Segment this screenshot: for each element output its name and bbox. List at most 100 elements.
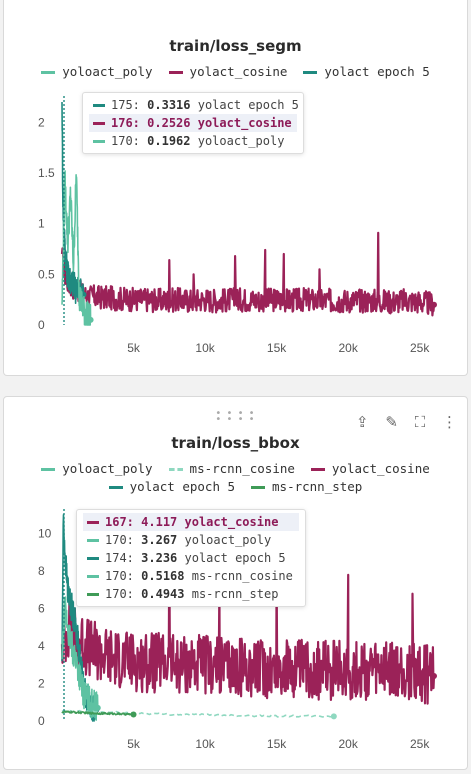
line-chart-loss-bbox[interactable]: 0 2 4 6 8 10 5k 10k 15k 20k 25k <box>4 497 469 767</box>
legend-swatch <box>41 468 56 471</box>
drag-handle-icon[interactable]: • • • • • • • • <box>215 408 256 425</box>
legend-label: yolact_cosine <box>189 64 288 79</box>
legend-item[interactable]: yolact_cosine <box>168 64 288 79</box>
y-tick-label: 6 <box>38 602 45 616</box>
x-tick-label: 15k <box>267 341 287 355</box>
y-tick-label: 0 <box>38 714 45 728</box>
chart-title: train/loss_segm <box>169 37 302 55</box>
y-tick-label: 4 <box>38 639 45 653</box>
tooltip-row: 167: 4.117 yolact_cosine <box>83 513 299 531</box>
series-line[interactable] <box>60 231 436 317</box>
legend-item[interactable]: ms-rcnn_step <box>251 479 362 494</box>
more-options-icon[interactable]: ⋮ <box>442 413 457 431</box>
legend-item[interactable]: yoloact_poly <box>41 64 153 79</box>
tooltip-step: 170: <box>105 587 134 601</box>
x-tick-label: 20k <box>338 341 358 355</box>
tooltip-row: 170: 0.5168 ms-rcnn_cosine <box>83 567 299 585</box>
legend-item[interactable]: yoloact_poly <box>41 461 153 476</box>
y-tick-label: 2 <box>38 115 45 129</box>
y-tick-label: 1 <box>38 217 45 231</box>
tooltip-row: 176: 0.2526 yolact_cosine <box>89 114 297 132</box>
tooltip-value: 0.1962 <box>147 134 191 148</box>
fullscreen-icon[interactable]: ⛶ <box>414 413 426 431</box>
chart-title: train/loss_bbox <box>171 434 300 452</box>
y-tick-label: 0.5 <box>38 267 55 281</box>
tooltip-swatch <box>87 557 99 560</box>
series-line[interactable] <box>61 596 99 721</box>
legend-label: ms-rcnn_cosine <box>189 461 295 476</box>
tooltip-row: 170: 0.4943 ms-rcnn_step <box>83 585 299 603</box>
tooltip-step: 167: <box>105 515 134 529</box>
share-icon[interactable]: ⇪ <box>355 413 369 431</box>
legend-swatch <box>251 486 266 489</box>
chart-tooltip: 175: 0.3316 yolact epoch 5 176: 0.2526 yo… <box>82 92 304 154</box>
series-end-point <box>431 301 437 308</box>
legend-swatch <box>310 468 325 471</box>
tooltip-row: 175: 0.3316 yolact epoch 5 <box>89 96 299 114</box>
tooltip-series-name: yolact_cosine <box>184 515 279 529</box>
legend-item[interactable]: yolact_cosine <box>310 461 430 476</box>
legend-label: ms-rcnn_step <box>272 479 363 494</box>
legend-swatch <box>303 71 318 74</box>
tooltip-value: 0.4943 <box>141 587 185 601</box>
legend-item[interactable]: yolact epoch 5 <box>303 64 430 79</box>
tooltip-value: 0.3316 <box>147 98 191 112</box>
tooltip-series-name: yoloact_poly <box>184 533 272 547</box>
y-tick-label: 8 <box>38 564 45 578</box>
tooltip-series-name: yolact_cosine <box>197 116 292 130</box>
series-line[interactable] <box>60 551 436 705</box>
series-end-point <box>130 711 137 718</box>
x-tick-label: 10k <box>195 737 215 751</box>
edit-icon[interactable]: ✎ <box>385 413 398 431</box>
tooltip-step: 175: <box>111 98 140 112</box>
legend-label: yolact_cosine <box>331 461 430 476</box>
y-tick-label: 1.5 <box>38 166 55 180</box>
tooltip-step: 174: <box>105 551 134 565</box>
tooltip-series-name: yolact epoch 5 <box>184 551 286 565</box>
x-tick-label: 20k <box>338 737 358 751</box>
x-tick-label: 5k <box>127 737 141 751</box>
x-tick-label: 15k <box>267 737 287 751</box>
x-tick-label: 25k <box>410 737 430 751</box>
x-tick-label: 5k <box>127 341 141 355</box>
tooltip-series-name: ms-rcnn_cosine <box>191 569 293 583</box>
legend-swatch <box>168 468 183 471</box>
tooltip-step: 170: <box>111 134 140 148</box>
tooltip-series-name: yoloact_poly <box>197 134 285 148</box>
legend-swatch <box>108 486 123 489</box>
series-end-point <box>87 316 94 323</box>
series-end-point <box>431 673 437 680</box>
chart-panel-loss-segm: train/loss_segm yoloact_poly yolact_cosin… <box>3 0 468 376</box>
series-line[interactable] <box>61 170 92 326</box>
legend-swatch <box>41 71 56 74</box>
legend-label: yolact epoch 5 <box>324 64 430 79</box>
tooltip-swatch <box>87 593 99 596</box>
tooltip-value: 0.2526 <box>147 116 191 130</box>
tooltip-row: 170: 3.267 yoloact_poly <box>83 531 299 549</box>
legend-item[interactable]: ms-rcnn_cosine <box>168 461 295 476</box>
y-tick-label: 0 <box>38 318 45 332</box>
tooltip-row: 170: 0.1962 yoloact_poly <box>89 132 297 150</box>
tooltip-swatch <box>87 521 99 524</box>
y-tick-label: 10 <box>38 527 52 541</box>
chart-legend: yoloact_poly yolact_cosine yolact epoch 5 <box>4 64 467 79</box>
tooltip-series-name: yolact epoch 5 <box>197 98 299 112</box>
x-tick-label: 10k <box>195 341 215 355</box>
tooltip-swatch <box>93 104 105 107</box>
series-end-point <box>330 713 337 720</box>
tooltip-step: 170: <box>105 569 134 583</box>
legend-label: yoloact_poly <box>62 64 153 79</box>
y-tick-label: 2 <box>38 677 45 691</box>
tooltip-value: 3.267 <box>141 533 178 547</box>
tooltip-step: 176: <box>111 116 140 130</box>
chart-legend-row-2: yolact epoch 5 ms-rcnn_step <box>4 479 467 494</box>
legend-label: yoloact_poly <box>62 461 153 476</box>
tooltip-swatch <box>93 140 105 143</box>
tooltip-swatch <box>87 539 99 542</box>
legend-label: yolact epoch 5 <box>129 479 236 494</box>
legend-item[interactable]: yolact epoch 5 <box>108 479 236 494</box>
legend-swatch <box>168 71 183 74</box>
tooltip-swatch <box>87 575 99 578</box>
series-line[interactable] <box>61 710 134 716</box>
